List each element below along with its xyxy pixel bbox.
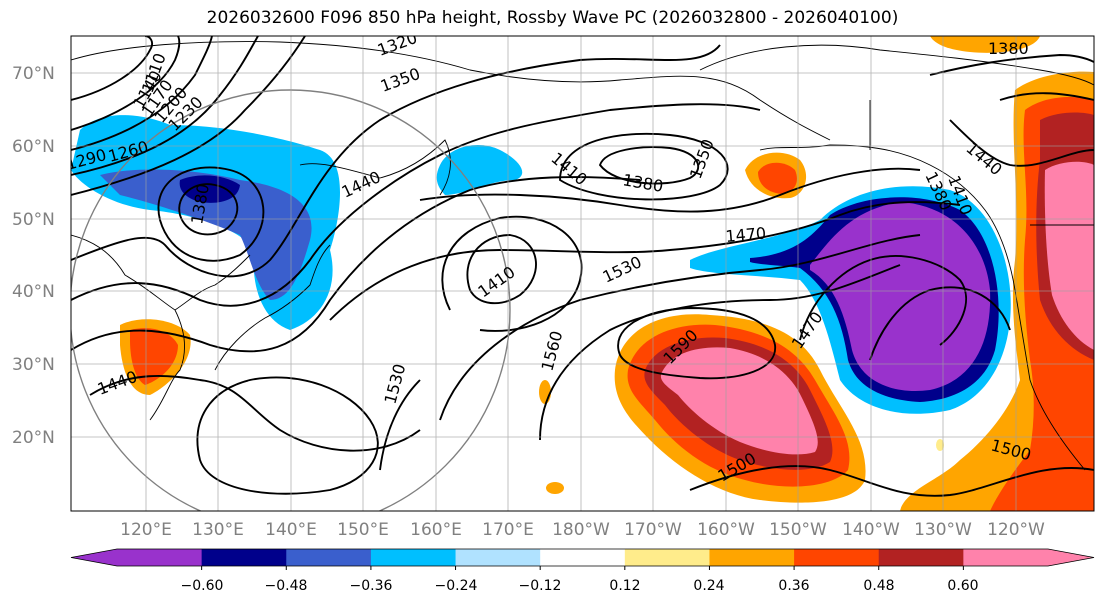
colorbar-tick-label: 0.24: [693, 578, 724, 594]
rossby-wave-circle: [71, 89, 511, 511]
positive-anomaly-region: [539, 380, 551, 404]
colorbar-segment: [794, 549, 880, 566]
positive-anomaly-region: [1044, 161, 1094, 350]
colorbar-tick-label: −0.36: [350, 578, 393, 594]
map-title: 2026032600 F096 850 hPa height, Rossby W…: [206, 8, 899, 28]
lat-label: 50°N: [12, 210, 55, 230]
anomaly-shading: [71, 36, 1094, 511]
lon-label: 140°W: [842, 520, 900, 540]
lat-label: 70°N: [12, 64, 55, 84]
lon-label: 180°W: [552, 520, 610, 540]
colorbar-tick-label: 0.48: [863, 578, 894, 594]
colorbar: [70, 548, 1095, 570]
colorbar-segment: [540, 549, 626, 566]
negative-anomaly-region: [179, 175, 240, 203]
contour-label: 1470: [725, 224, 767, 246]
lat-label: 30°N: [12, 355, 55, 375]
longitude-labels: 120°E 130°E 140°E 150°E 160°E 170°E 180°…: [120, 520, 1045, 540]
lon-label: 160°W: [697, 520, 755, 540]
colorbar-segment: [201, 549, 287, 566]
colorbar-tick-label: 0.12: [609, 578, 640, 594]
colorbar-segment: [624, 549, 710, 566]
colorbar-tick-label: −0.24: [435, 578, 478, 594]
lon-label: 170°W: [624, 520, 682, 540]
colorbar-tick-label: 0.60: [947, 578, 978, 594]
lat-label: 40°N: [12, 282, 55, 302]
colorbar-segment: [709, 549, 795, 566]
latitude-labels: 70°N 60°N 50°N 40°N 30°N 20°N: [12, 64, 55, 448]
negative-anomaly-region: [100, 169, 312, 300]
positive-anomaly-region: [660, 347, 818, 455]
colorbar-tick-label: 0.36: [778, 578, 809, 594]
coastlines: [71, 41, 1094, 471]
colorbar-segment: [455, 549, 541, 566]
colorbar-segment: [117, 549, 203, 566]
colorbar-tick-label: −0.12: [519, 578, 562, 594]
gridlines: [71, 36, 1094, 511]
positive-anomaly-region: [546, 482, 564, 494]
colorbar-min-extend: [71, 549, 117, 566]
lon-label: 140°E: [265, 520, 317, 540]
lon-label: 170°E: [482, 520, 534, 540]
colorbar-segment: [963, 549, 1049, 566]
positive-anomaly-region: [936, 439, 944, 451]
colorbar-tick-label: −0.60: [181, 578, 224, 594]
colorbar-tick-label: −0.48: [265, 578, 308, 594]
lon-label: 160°E: [410, 520, 462, 540]
lon-label: 120°W: [987, 520, 1045, 540]
lon-label: 130°E: [192, 520, 244, 540]
positive-anomaly-region: [130, 328, 178, 385]
colorbar-tick-labels: −0.60 −0.48 −0.36 −0.24 −0.12 0.12 0.24 …: [181, 578, 979, 594]
colorbar-segment: [286, 549, 372, 566]
colorbar-outline: [70, 548, 1095, 567]
positive-anomaly-region: [930, 36, 1040, 53]
colorbar-segment: [878, 549, 964, 566]
lon-label: 130°W: [914, 520, 972, 540]
contour-label: 1380: [988, 39, 1029, 58]
colorbar-segment: [370, 549, 457, 566]
height-contours: [71, 36, 1094, 497]
map-frame: [70, 35, 1095, 512]
lat-label: 60°N: [12, 137, 55, 157]
lat-label: 20°N: [12, 428, 55, 448]
lon-label: 150°E: [337, 520, 389, 540]
colorbar-max-extend: [1048, 549, 1094, 566]
lon-label: 120°E: [120, 520, 172, 540]
positive-anomaly-region: [758, 162, 797, 194]
negative-anomaly-region: [436, 145, 523, 195]
map-area: 1320 1350 1110 1140 1170 1200 1230 1290 …: [71, 36, 1094, 511]
lon-label: 150°W: [769, 520, 827, 540]
